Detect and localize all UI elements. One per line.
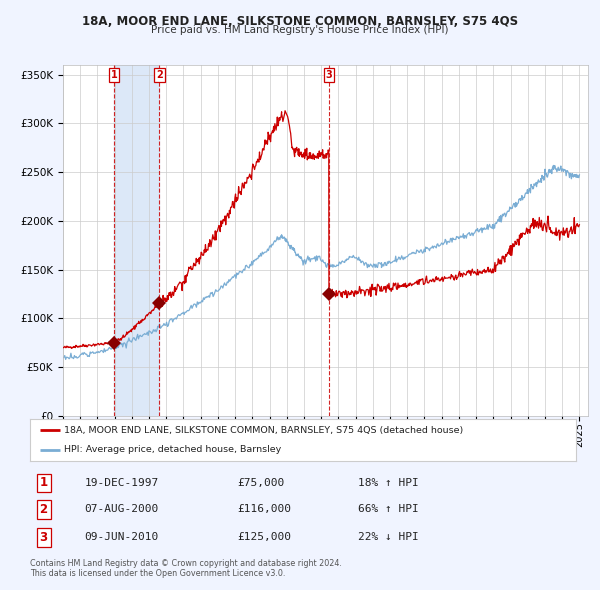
Text: 2: 2	[156, 70, 163, 80]
Text: 2: 2	[40, 503, 48, 516]
Text: 18A, MOOR END LANE, SILKSTONE COMMON, BARNSLEY, S75 4QS: 18A, MOOR END LANE, SILKSTONE COMMON, BA…	[82, 15, 518, 28]
Text: 18% ↑ HPI: 18% ↑ HPI	[358, 478, 418, 488]
Text: £125,000: £125,000	[238, 532, 292, 542]
Text: 3: 3	[325, 70, 332, 80]
Text: 66% ↑ HPI: 66% ↑ HPI	[358, 504, 418, 514]
Text: 09-JUN-2010: 09-JUN-2010	[85, 532, 159, 542]
Text: 07-AUG-2000: 07-AUG-2000	[85, 504, 159, 514]
Bar	[114, 65, 160, 416]
Text: Contains HM Land Registry data © Crown copyright and database right 2024.: Contains HM Land Registry data © Crown c…	[30, 559, 342, 568]
Text: £75,000: £75,000	[238, 478, 285, 488]
Text: HPI: Average price, detached house, Barnsley: HPI: Average price, detached house, Barn…	[64, 445, 281, 454]
Text: This data is licensed under the Open Government Licence v3.0.: This data is licensed under the Open Gov…	[30, 569, 286, 578]
Text: £116,000: £116,000	[238, 504, 292, 514]
Text: 22% ↓ HPI: 22% ↓ HPI	[358, 532, 418, 542]
Text: 1: 1	[40, 477, 48, 490]
Text: 3: 3	[40, 530, 48, 543]
Text: 18A, MOOR END LANE, SILKSTONE COMMON, BARNSLEY, S75 4QS (detached house): 18A, MOOR END LANE, SILKSTONE COMMON, BA…	[64, 426, 464, 435]
Text: Price paid vs. HM Land Registry's House Price Index (HPI): Price paid vs. HM Land Registry's House …	[151, 25, 449, 35]
Text: 19-DEC-1997: 19-DEC-1997	[85, 478, 159, 488]
Text: 1: 1	[111, 70, 118, 80]
